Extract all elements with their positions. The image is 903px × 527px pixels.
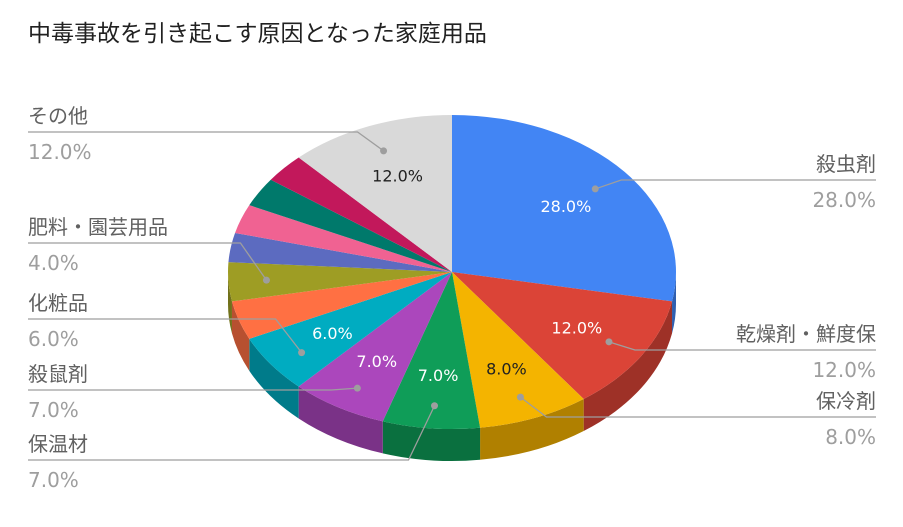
slice-10 <box>249 179 452 272</box>
callout-label-4: 殺鼠剤 <box>28 362 88 386</box>
slice-value-label-4: 7.0% <box>356 352 397 371</box>
leader-line-5 <box>28 318 303 353</box>
callout-value-3: 7.0% <box>28 468 79 492</box>
slice-3 <box>382 272 481 429</box>
callout-labels: 殺虫剤 28.0% 乾燥剤・鮮度保 12.0% 保冷剤 8.0% その他 12.0% 肥料・園芸… <box>28 104 876 492</box>
slice-side-3 <box>382 421 481 461</box>
chart-title: 中毒事故を引き起こす原因となった家庭用品 <box>28 21 487 47</box>
leader-line-2 <box>520 396 876 418</box>
slice-0 <box>452 115 676 302</box>
slice-value-label-1: 12.0% <box>551 319 602 338</box>
callout-label-0: 殺虫剤 <box>816 152 876 176</box>
leader-line-3 <box>28 405 436 461</box>
pie-sides <box>228 272 676 461</box>
slice-1 <box>452 272 673 400</box>
callout-value-0: 28.0% <box>812 188 876 212</box>
slice-2 <box>452 272 584 428</box>
callout-value-7: 4.0% <box>28 251 79 275</box>
slice-value-label-0: 28.0% <box>540 197 591 216</box>
slice-side-4 <box>298 386 383 454</box>
leader-line-1 <box>608 341 876 351</box>
callout-value-12: 12.0% <box>28 140 92 164</box>
callout-value-5: 6.0% <box>28 327 79 351</box>
leader-line-12 <box>28 131 384 152</box>
slice-4 <box>298 272 452 422</box>
callout-value-2: 8.0% <box>825 425 876 449</box>
slice-value-labels: 28.0%12.0%8.0%7.0%7.0%6.0%12.0% <box>312 167 602 386</box>
slice-value-label-5: 6.0% <box>312 324 353 343</box>
slice-6 <box>231 272 452 339</box>
callout-value-1: 12.0% <box>812 358 876 382</box>
callout-label-7: 肥料・園芸用品 <box>28 215 168 239</box>
callout-label-12: その他 <box>28 104 88 128</box>
slice-side-1 <box>583 301 673 432</box>
leader-line-4 <box>28 387 358 391</box>
pie-slices <box>227 115 676 429</box>
callout-label-1: 乾燥剤・鮮度保 <box>736 322 876 346</box>
slice-7 <box>227 262 452 302</box>
slice-side-2 <box>480 399 584 460</box>
slice-11 <box>270 157 452 272</box>
leader-line-0 <box>595 179 876 190</box>
slice-value-label-12: 12.0% <box>372 167 423 186</box>
slice-5 <box>249 272 452 387</box>
slice-side-0 <box>672 272 676 334</box>
slice-9 <box>235 205 452 272</box>
callout-value-4: 7.0% <box>28 398 79 422</box>
leader-lines <box>28 131 876 461</box>
callout-label-3: 保温材 <box>28 432 88 456</box>
slice-12 <box>298 115 452 272</box>
slice-8 <box>228 232 452 272</box>
slice-value-label-2: 8.0% <box>486 359 527 378</box>
callout-label-5: 化粧品 <box>28 291 88 315</box>
callout-label-2: 保冷剤 <box>816 389 876 413</box>
slice-side-7 <box>228 272 232 334</box>
leader-line-7 <box>28 242 267 281</box>
slice-value-label-3: 7.0% <box>418 366 459 385</box>
slice-side-5 <box>249 338 299 419</box>
